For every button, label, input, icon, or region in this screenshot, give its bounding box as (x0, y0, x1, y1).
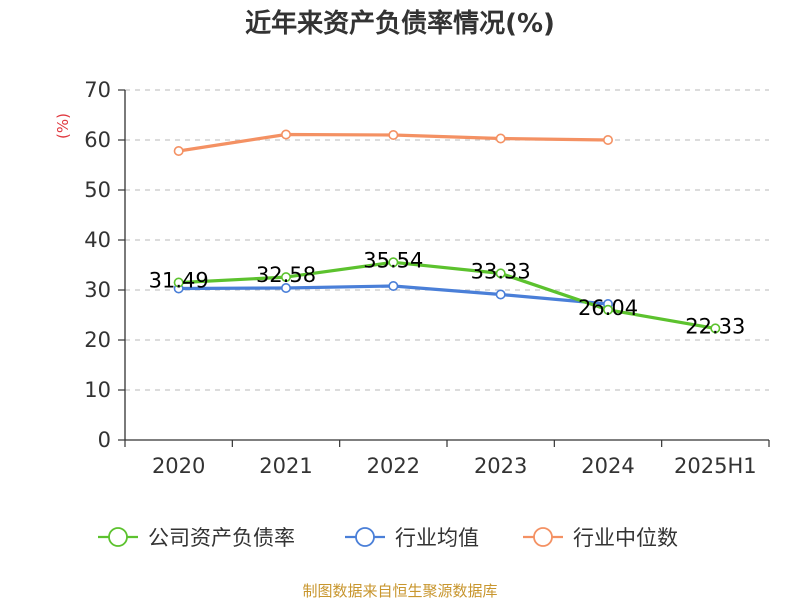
y-tick-label: 10 (84, 378, 111, 402)
source-note: 制图数据来自恒生聚源数据库 (302, 582, 497, 600)
data-point (495, 289, 506, 300)
x-tick-label: 2023 (474, 454, 527, 478)
legend-label: 行业中位数 (573, 526, 678, 550)
y-tick-label: 30 (84, 278, 111, 302)
data-label: 31.49 (149, 269, 209, 293)
legend-item: 行业均值 (345, 526, 479, 550)
series-lines (173, 129, 721, 334)
data-point (495, 268, 506, 279)
y-tick-label: 20 (84, 328, 111, 352)
data-point (388, 130, 399, 141)
y-tick-label: 70 (84, 78, 111, 102)
data-point (173, 277, 184, 288)
y-tick-label: 40 (84, 228, 111, 252)
data-label: 22.33 (685, 314, 745, 338)
data-point (388, 280, 399, 291)
legend-item: 公司资产负债率 (98, 526, 295, 550)
y-tick-label: 60 (84, 128, 111, 152)
data-point (602, 304, 613, 315)
data-point (280, 129, 291, 140)
x-tick-label: 2021 (259, 454, 312, 478)
legend-label: 公司资产负债率 (148, 526, 295, 550)
x-tick-label: 2020 (152, 454, 205, 478)
y-tick-label: 50 (84, 178, 111, 202)
x-tick-label: 2024 (581, 454, 634, 478)
legend-circle-icon (108, 527, 128, 547)
data-label: 32.58 (256, 263, 316, 287)
gridlines (125, 89, 769, 391)
data-point (388, 257, 399, 268)
data-label: 33.33 (471, 259, 531, 283)
legend-item: 行业中位数 (523, 526, 678, 550)
data-label: 35.54 (363, 248, 423, 272)
data-point (173, 146, 184, 157)
legend: 公司资产负债率 行业均值 行业中位数 (98, 526, 678, 550)
data-labels: 31.49 32.58 35.54 33.33 26.04 22.33 (149, 248, 746, 338)
axes: 0 10 20 30 40 50 60 70 2020 2021 2022 2023 2024 2025H… (84, 78, 770, 478)
x-tick-label: 2022 (367, 454, 420, 478)
data-point (710, 323, 721, 334)
legend-label: 行业均值 (395, 526, 479, 550)
x-tick-label: 2025H1 (674, 454, 757, 478)
data-label: 26.04 (578, 296, 638, 320)
series-line-0 (177, 260, 717, 330)
legend-circle-icon (533, 527, 553, 547)
data-point (280, 272, 291, 283)
y-axis-unit-label: (%) (54, 113, 72, 139)
legend-circle-icon (355, 527, 375, 547)
y-tick-label: 0 (98, 428, 111, 452)
data-point (280, 282, 291, 293)
data-point (602, 135, 613, 146)
chart-title: 近年来资产负债率情况(%) (245, 8, 555, 39)
data-point (495, 133, 506, 144)
